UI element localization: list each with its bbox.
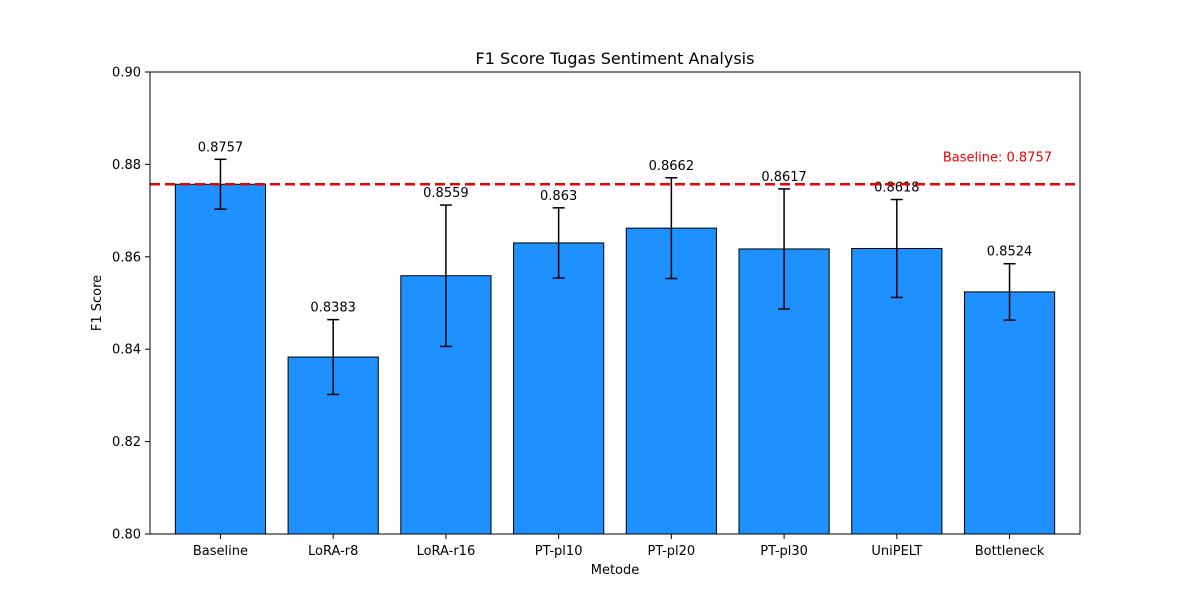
bar-pt-pl10 [513, 242, 605, 535]
error-bar-lora-r16 [439, 204, 452, 348]
data-label: 0.8524 [987, 245, 1033, 260]
axes-layer: 0.80 0.82 0.84 0.86 0.88 0.90 Baseline LoRA-r8 L… [112, 66, 1081, 559]
x-tick-label: PT-pl20 [648, 544, 696, 559]
reference-line-layer: Baseline: 0.8757 [150, 150, 1080, 186]
x-tick-label: LoRA-r8 [308, 544, 358, 559]
y-tick-label: 0.80 [112, 528, 141, 543]
data-label: 0.863 [540, 189, 577, 204]
chart-title: F1 Score Tugas Sentiment Analysis [476, 49, 755, 68]
data-label: 0.8662 [649, 159, 695, 174]
y-tick-label: 0.86 [112, 250, 141, 265]
x-tick-label: Bottleneck [975, 544, 1045, 559]
data-label: 0.8383 [310, 301, 356, 316]
baseline-reference-label: Baseline: 0.8757 [943, 150, 1052, 165]
x-tick-label: UniPELT [871, 544, 922, 559]
x-tick-label: PT-pl30 [760, 544, 808, 559]
data-label: 0.8757 [198, 140, 244, 155]
error-bar-pt-pl30 [778, 188, 791, 310]
y-tick-label: 0.82 [112, 435, 141, 450]
error-bar-unipelt [890, 198, 903, 299]
x-tick-label: Baseline [193, 544, 248, 559]
y-tick-label: 0.90 [112, 66, 141, 81]
error-bars-layer [214, 158, 1016, 396]
bar-bottleneck [963, 291, 1056, 535]
x-axis-label: Metode [591, 563, 640, 578]
x-tick-label: LoRA-r16 [417, 544, 476, 559]
y-axis-label: F1 Score [90, 275, 105, 331]
x-tick-label: PT-pl10 [535, 544, 583, 559]
error-bar-bottleneck [1003, 262, 1016, 321]
y-tick-label: 0.88 [112, 158, 141, 173]
data-label: 0.8617 [761, 170, 807, 185]
error-bar-pt-pl20 [665, 177, 678, 280]
bars-layer [174, 183, 1056, 535]
bar-baseline [174, 183, 267, 535]
plot-frame [149, 71, 1081, 535]
data-label: 0.8559 [423, 186, 469, 201]
error-bar-pt-pl10 [552, 207, 565, 279]
data-label: 0.8618 [874, 181, 920, 196]
error-bar-lora-r8 [327, 318, 340, 396]
y-tick-label: 0.84 [112, 343, 141, 358]
error-bar-baseline [214, 158, 227, 210]
